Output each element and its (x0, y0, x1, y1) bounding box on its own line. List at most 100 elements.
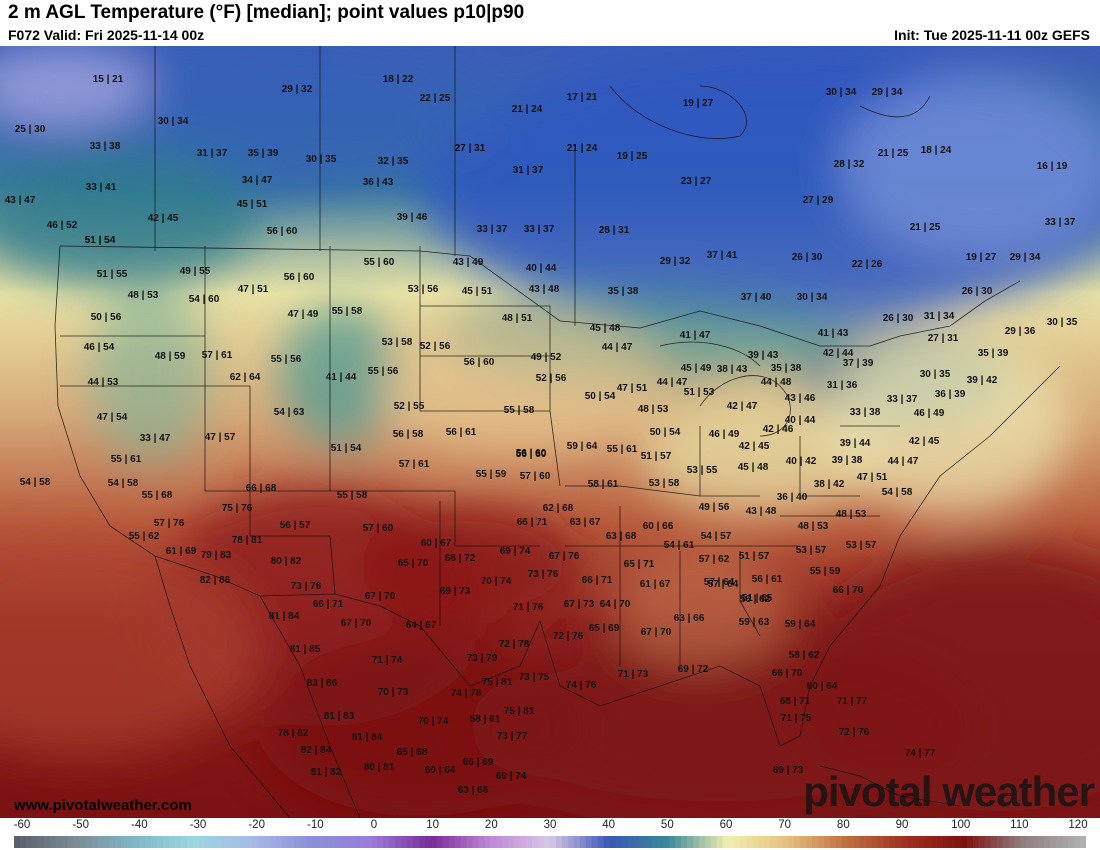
color-scale-swatch (960, 836, 968, 848)
point-value: 57 | 60 (520, 471, 551, 482)
color-scale-swatch (174, 836, 182, 848)
color-scale-swatch (365, 836, 372, 848)
point-value: 71 | 73 (618, 669, 649, 680)
point-value: 69 | 74 (500, 546, 531, 557)
color-scale-swatch (139, 836, 146, 848)
color-scale-swatch (782, 836, 789, 848)
color-scale-swatch (949, 836, 956, 848)
point-value: 33 | 38 (90, 141, 121, 152)
point-value: 78 | 82 (278, 728, 309, 739)
color-scale-swatch (943, 836, 950, 848)
point-value: 74 | 76 (566, 680, 597, 691)
point-value: 17 | 21 (567, 92, 598, 103)
color-scale-swatch (347, 836, 355, 848)
point-value: 43 | 46 (785, 393, 816, 404)
color-scale-swatch (198, 836, 206, 848)
point-value: 68 | 71 (780, 696, 811, 707)
color-scale-swatch (299, 836, 307, 848)
point-value: 29 | 32 (282, 84, 313, 95)
point-value: 69 | 72 (678, 664, 709, 675)
color-scale-swatch (1038, 836, 1045, 848)
point-value: 66 | 68 (246, 483, 277, 494)
color-scale-swatch (597, 836, 605, 848)
color-scale-swatch (669, 836, 676, 848)
color-scale-tick: 10 (426, 819, 440, 831)
point-value: 42 | 46 (763, 424, 794, 435)
color-scale-swatch (865, 836, 873, 848)
point-value: 53 | 56 (408, 284, 439, 295)
color-scale-swatch (311, 836, 319, 848)
point-value: 42 | 45 (909, 436, 940, 447)
color-scale-swatch (454, 836, 462, 848)
color-scale-swatch (567, 836, 575, 848)
color-scale-swatch (216, 836, 224, 848)
point-value: 57 | 64 (704, 577, 735, 588)
color-scale-swatch (442, 836, 450, 848)
color-scale-swatch (234, 836, 241, 848)
color-scale-swatch (758, 836, 765, 848)
color-scale-swatch (222, 836, 229, 848)
point-value: 36 | 40 (777, 492, 808, 503)
point-value: 56 | 60 (267, 226, 298, 237)
point-value: 48 | 53 (798, 521, 829, 532)
color-scale-swatch (329, 836, 337, 848)
color-scale-swatch (877, 836, 885, 848)
point-value: 63 | 67 (570, 517, 601, 528)
point-value: 59 | 64 (567, 441, 598, 452)
point-value: 47 | 51 (238, 284, 269, 295)
point-value: 50 | 56 (91, 312, 122, 323)
point-value: 33 | 37 (524, 224, 555, 235)
point-value: 51 | 53 (684, 387, 715, 398)
point-value: 39 | 42 (967, 375, 998, 386)
color-scale-swatch (788, 836, 795, 848)
color-scale-swatch (168, 836, 176, 848)
point-value: 71 | 76 (513, 602, 544, 613)
color-scale-ticks: -60 -50 -40 -30 -20 -10 0 10 20 30 40 50 60 70 80 90 100… (0, 818, 1100, 834)
color-scale-swatch (19, 836, 27, 848)
color-scale-swatch (901, 836, 908, 848)
point-value: 51 | 57 (739, 551, 770, 562)
point-value: 19 | 27 (966, 252, 997, 263)
color-scale-swatch (258, 836, 265, 848)
color-scale-swatch (418, 836, 426, 848)
color-scale-swatch (544, 836, 551, 848)
point-value: 60 | 66 (643, 521, 674, 532)
color-scale-swatch (823, 836, 831, 848)
valid-time: F072 Valid: Fri 2025-11-14 00z (8, 27, 205, 43)
color-scale-swatch (1080, 836, 1086, 848)
color-scale-swatch (555, 836, 563, 848)
color-scale-swatch (954, 836, 962, 848)
color-scale-swatch (579, 836, 587, 848)
point-value: 34 | 47 (242, 175, 273, 186)
color-scale-swatch (413, 836, 420, 848)
point-value: 48 | 51 (502, 313, 533, 324)
point-value: 81 | 84 (352, 732, 383, 743)
color-scale-swatch (25, 836, 33, 848)
color-scale-swatch (61, 836, 69, 848)
color-scale-swatch (627, 836, 634, 848)
color-scale-swatch (341, 836, 349, 848)
color-scale-swatch (377, 836, 384, 848)
point-value: 73 | 79 (467, 653, 498, 664)
color-scale-swatch (490, 836, 497, 848)
point-value: 74 | 77 (905, 748, 936, 759)
color-scale-swatch (609, 836, 617, 848)
point-value: 56 | 62 (740, 594, 771, 605)
color-scale-swatch (430, 836, 438, 848)
color-scale-swatch (1074, 836, 1081, 848)
color-scale-swatch (692, 836, 700, 848)
point-value: 47 | 57 (205, 432, 236, 443)
point-value: 22 | 26 (852, 259, 883, 270)
point-value: 70 | 73 (378, 687, 409, 698)
color-scale-swatch (859, 836, 867, 848)
point-value: 75 | 81 (504, 706, 535, 717)
point-value: 39 | 43 (748, 350, 779, 361)
point-value: 30 | 34 (797, 292, 828, 303)
point-value: 66 | 69 (463, 757, 494, 768)
color-scale-swatch (276, 836, 283, 848)
point-value: 43 | 47 (5, 195, 36, 206)
color-scale-swatch (1020, 836, 1028, 848)
map-header: 2 m AGL Temperature (°F) [median]; point… (0, 0, 1100, 46)
point-value: 49 | 56 (699, 502, 730, 513)
color-scale-swatch (657, 836, 664, 848)
